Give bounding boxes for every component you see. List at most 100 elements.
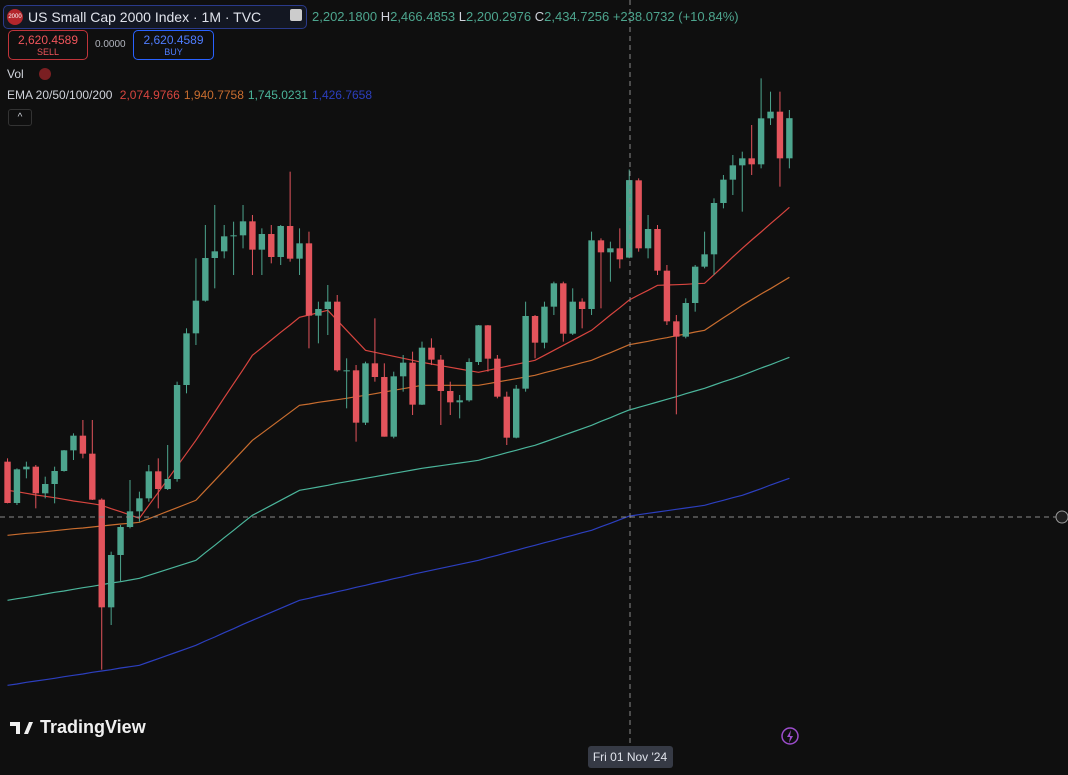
candle-body — [107, 555, 115, 608]
candle-body — [418, 347, 426, 405]
candle-body — [786, 118, 793, 159]
sell-button[interactable]: 2,620.4589 SELL — [8, 30, 88, 60]
candle-body — [220, 236, 228, 252]
ema-label: EMA 20/50/100/200 — [7, 88, 113, 102]
candle-body — [729, 165, 737, 180]
candle-body — [399, 362, 407, 377]
open-value: 2,202.1800 — [312, 9, 378, 24]
ema-line — [7, 206, 790, 520]
candle-body — [98, 499, 105, 608]
brand-name: TradingView — [40, 717, 147, 737]
candle-body — [4, 461, 11, 503]
buy-price: 2,620.4589 — [143, 33, 204, 47]
collapse-button[interactable]: ^ — [8, 109, 32, 126]
candle-body — [343, 370, 350, 372]
candle-body — [494, 358, 501, 397]
low-value: 2,200.2976 — [466, 9, 532, 24]
symbol-badge: 2000 — [7, 9, 23, 25]
candle-body — [239, 221, 247, 236]
candle-body — [757, 118, 765, 165]
vol-label: Vol — [7, 67, 24, 81]
candle-body — [390, 376, 397, 437]
ema-legend-value: 1,745.0231 — [247, 88, 308, 102]
vol-warning-icon — [39, 68, 52, 80]
candle-body — [126, 511, 134, 527]
candle-body — [569, 301, 576, 334]
ema-line — [7, 356, 790, 601]
candle-body — [164, 479, 171, 489]
ema-line — [7, 477, 790, 686]
ema-line — [7, 276, 790, 536]
candle-body — [409, 362, 416, 405]
sell-price: 2,620.4589 — [17, 33, 79, 47]
candle-body — [541, 306, 548, 343]
buy-button[interactable]: 2,620.4589 BUY — [133, 30, 214, 60]
candle-body — [465, 362, 473, 401]
candle-body — [560, 283, 567, 334]
candle-body — [296, 243, 303, 259]
ema-legend-value: 1,426.7658 — [311, 88, 373, 102]
candle-body — [60, 450, 68, 471]
symbol-title: US Small Cap 2000 Index · 1M · TVC — [28, 9, 262, 25]
add-button[interactable] — [1055, 510, 1068, 524]
candle-body — [597, 240, 605, 253]
crosshair-time-label-bg — [588, 746, 673, 768]
ema-legend[interactable]: EMA 20/50/100/200 2,074.9766 1,940.7758 1,… — [7, 88, 372, 102]
candle-body — [748, 158, 755, 165]
brand-mark — [10, 722, 33, 734]
candle-body — [673, 321, 680, 337]
candle-body — [32, 466, 39, 494]
candle-body — [550, 283, 558, 307]
candle-body — [371, 363, 379, 377]
vol-indicator[interactable]: Vol — [7, 67, 52, 81]
candle-body — [626, 180, 633, 258]
candle-body — [305, 243, 313, 316]
candles — [4, 78, 793, 670]
candle-body — [588, 240, 595, 309]
candle-body — [682, 303, 689, 337]
high-label: H — [380, 9, 391, 24]
symbol-flag-icon — [290, 9, 302, 21]
close-label: C — [534, 9, 545, 24]
candle-body — [173, 385, 181, 479]
candle-body — [334, 301, 341, 371]
candle-body — [352, 370, 360, 423]
candle-body — [531, 316, 539, 343]
candle-body — [691, 266, 699, 303]
candle-body — [720, 179, 727, 203]
candle-body — [89, 453, 96, 500]
time-axis-bg — [0, 745, 1068, 775]
news-icon-bolt — [787, 730, 793, 743]
candle-body — [362, 363, 369, 423]
candle-body — [616, 248, 624, 260]
candle-body — [23, 466, 30, 470]
symbol-header[interactable]: 2000 US Small Cap 2000 Index · 1M · TVC — [3, 5, 307, 29]
candle-body — [277, 226, 284, 257]
candle-body — [767, 111, 774, 119]
candle-body — [484, 325, 492, 359]
news-icon[interactable] — [781, 727, 799, 745]
candle-body — [607, 248, 614, 253]
candle-body — [503, 396, 510, 438]
candle-body — [145, 471, 153, 499]
candle-body — [51, 471, 58, 484]
candle-body — [381, 377, 388, 437]
candle-body — [739, 158, 746, 166]
candle-body — [776, 111, 784, 159]
candle-body — [42, 484, 49, 494]
candle-body — [155, 471, 162, 489]
candle-body — [202, 258, 209, 301]
candle-body — [428, 347, 435, 360]
candle-body — [183, 333, 190, 385]
candle-body — [324, 301, 332, 309]
candle-body — [701, 254, 708, 267]
sell-label: SELL — [36, 47, 60, 57]
low-label: L — [458, 9, 467, 24]
candle-body — [437, 359, 445, 391]
ema-legend-value: 1,940.7758 — [183, 88, 244, 102]
ema-lines — [7, 206, 790, 686]
high-value: 2,466.4853 — [390, 9, 456, 24]
spread: 0.0000 — [95, 39, 126, 50]
